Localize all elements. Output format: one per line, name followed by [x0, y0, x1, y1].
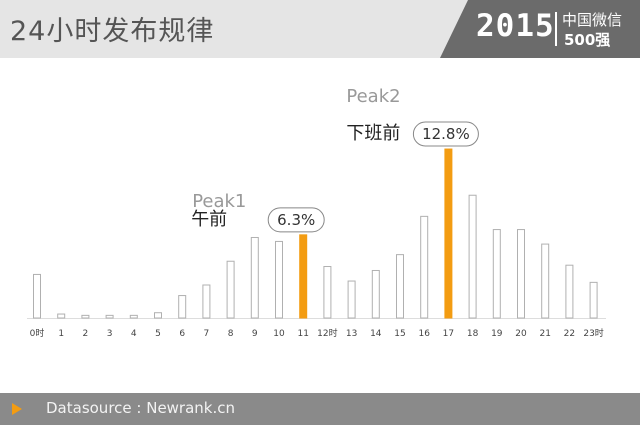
bar — [129, 314, 138, 319]
x-tick-label: 10 — [273, 329, 285, 339]
x-tick-label: 0时 — [30, 327, 45, 339]
x-tick-label: 1 — [58, 329, 64, 339]
bar — [517, 229, 525, 319]
bar — [81, 314, 90, 319]
bar — [178, 295, 187, 319]
data-label: 12.8% — [422, 125, 470, 143]
page-title: 24小时发布规律 — [10, 16, 215, 47]
bar — [541, 243, 550, 319]
bar-chart: 0时 1 2 3 4 5 6 7 8 9 10 11 12时 13 14 15 16 17 18 19 20 21 22 23… — [27, 86, 606, 339]
bar — [492, 229, 501, 319]
bar — [589, 281, 598, 319]
x-tick-label: 19 — [491, 329, 503, 339]
brand-title: 中国微信 — [562, 11, 623, 29]
header-bar: 24小时发布规律 2015 中国微信 500强 — [0, 0, 640, 58]
x-tick-label: 22 — [564, 329, 575, 339]
brand-subtitle: 500强 — [564, 31, 611, 49]
footer-bar: Datasource : Newrank.cn — [0, 393, 640, 425]
value-pill — [412, 121, 479, 147]
x-tick-label: 4 — [131, 329, 137, 339]
x-tick-label: 18 — [467, 329, 479, 339]
x-tick-label: 16 — [418, 329, 430, 339]
x-tick-label: 20 — [515, 329, 527, 339]
bar-highlight — [444, 148, 453, 319]
bar — [420, 215, 429, 319]
bar — [565, 264, 574, 319]
bar — [396, 254, 404, 319]
bar — [347, 280, 356, 319]
bar — [275, 240, 283, 319]
brand-divider — [555, 12, 557, 46]
triangle-icon — [12, 403, 22, 415]
x-tick-label: 21 — [539, 329, 550, 339]
peak-name: Peak2 — [346, 86, 400, 107]
x-tick-label: 13 — [346, 329, 357, 339]
bar — [105, 314, 114, 319]
brand-year: 2015 — [476, 8, 555, 44]
peak-label: 午前 — [191, 209, 227, 230]
x-tick-label: 9 — [252, 329, 258, 339]
bar — [250, 236, 259, 319]
x-tick-label: 11 — [297, 329, 308, 339]
bar — [57, 313, 66, 319]
peak-name: Peak1 — [192, 191, 246, 212]
x-tick-label: 8 — [228, 329, 234, 339]
bar — [33, 273, 41, 319]
bar — [468, 194, 477, 319]
bar-highlight — [299, 234, 308, 319]
bar — [202, 284, 211, 319]
x-tick-label: 7 — [204, 329, 210, 339]
bar — [226, 260, 235, 319]
x-tick-label: 3 — [107, 329, 113, 339]
peak-label: 下班前 — [346, 123, 400, 144]
x-tick-label: 23时 — [583, 327, 603, 339]
data-label: 6.3% — [277, 211, 315, 229]
data-source: Datasource : Newrank.cn — [46, 399, 236, 417]
x-tick-label: 15 — [394, 329, 405, 339]
bar — [371, 269, 380, 319]
x-tick-label: 6 — [179, 329, 185, 339]
bar — [154, 312, 162, 319]
x-tick-label: 17 — [443, 329, 454, 339]
x-tick-label: 14 — [370, 329, 382, 339]
brand-banner — [440, 0, 640, 58]
x-tick-label: 2 — [83, 329, 89, 339]
value-pill — [267, 207, 325, 233]
x-tick-label: 12时 — [317, 327, 337, 339]
x-tick-label: 5 — [155, 329, 161, 339]
bar — [323, 266, 332, 319]
